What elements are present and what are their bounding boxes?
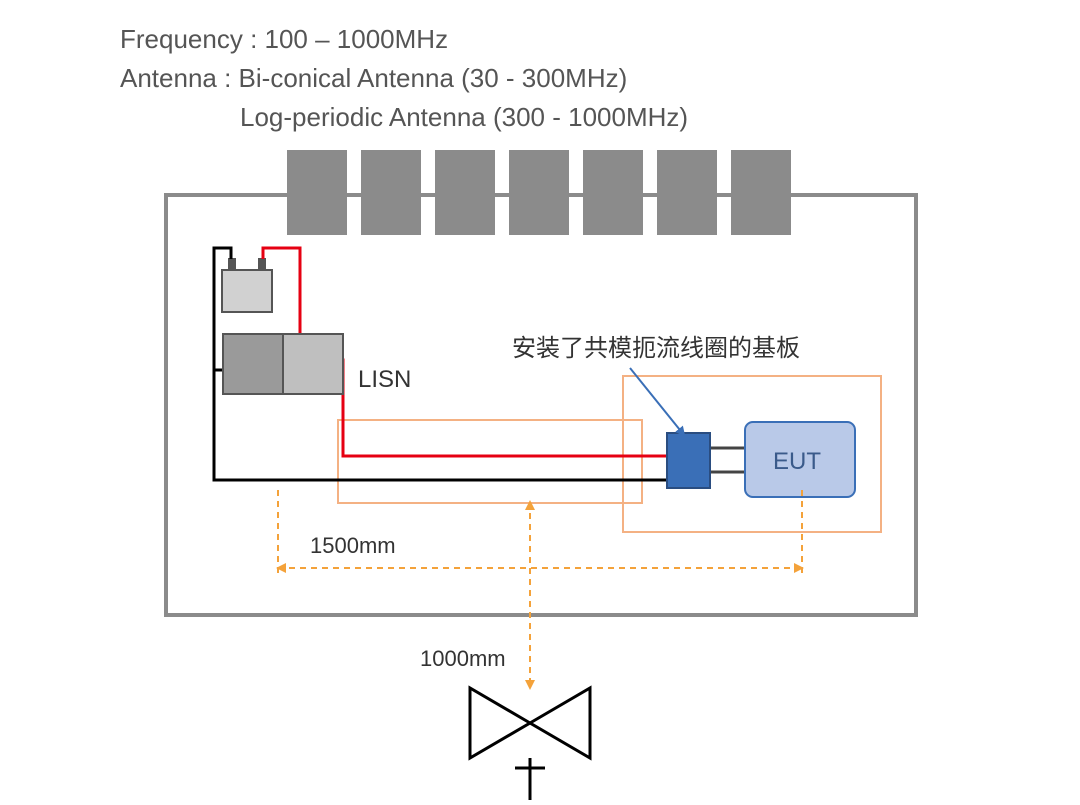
freq-line: Frequency : 100 – 1000MHz xyxy=(120,20,688,59)
antenna-bow xyxy=(530,688,590,758)
battery-terminal xyxy=(258,258,266,270)
callout-label: 安装了共模扼流线圈的基板 xyxy=(512,328,800,363)
battery-body xyxy=(222,270,272,312)
lisn-box xyxy=(223,334,283,394)
eut-label: EUT xyxy=(773,448,821,476)
antenna-line2: Log-periodic Antenna (300 - 1000MHz) xyxy=(120,98,688,137)
absorber-block xyxy=(361,150,421,235)
lisn-label: LISN xyxy=(358,366,411,394)
diagram-svg xyxy=(0,150,1080,800)
absorber-block xyxy=(731,150,791,235)
lisn-box xyxy=(283,334,343,394)
battery-terminal xyxy=(228,258,236,270)
absorber-block xyxy=(583,150,643,235)
antenna-line1: Antenna : Bi-conical Antenna (30 - 300MH… xyxy=(120,59,688,98)
absorber-block xyxy=(509,150,569,235)
diagram-stage: LISN EUT 安装了共模扼流线圈的基板 1500mm 1000mm xyxy=(0,150,1080,800)
absorber-block xyxy=(657,150,717,235)
hdim-label: 1500mm xyxy=(310,533,396,559)
vdim-label: 1000mm xyxy=(420,646,506,672)
absorber-block xyxy=(287,150,347,235)
absorber-block xyxy=(435,150,495,235)
header-text: Frequency : 100 – 1000MHz Antenna : Bi-c… xyxy=(120,20,688,137)
callout-arrow xyxy=(630,368,684,435)
cmc-board xyxy=(667,433,710,488)
antenna-bow xyxy=(470,688,530,758)
wire-to-eut xyxy=(710,448,745,472)
chamber-box xyxy=(166,195,916,615)
tray-small xyxy=(338,420,642,503)
